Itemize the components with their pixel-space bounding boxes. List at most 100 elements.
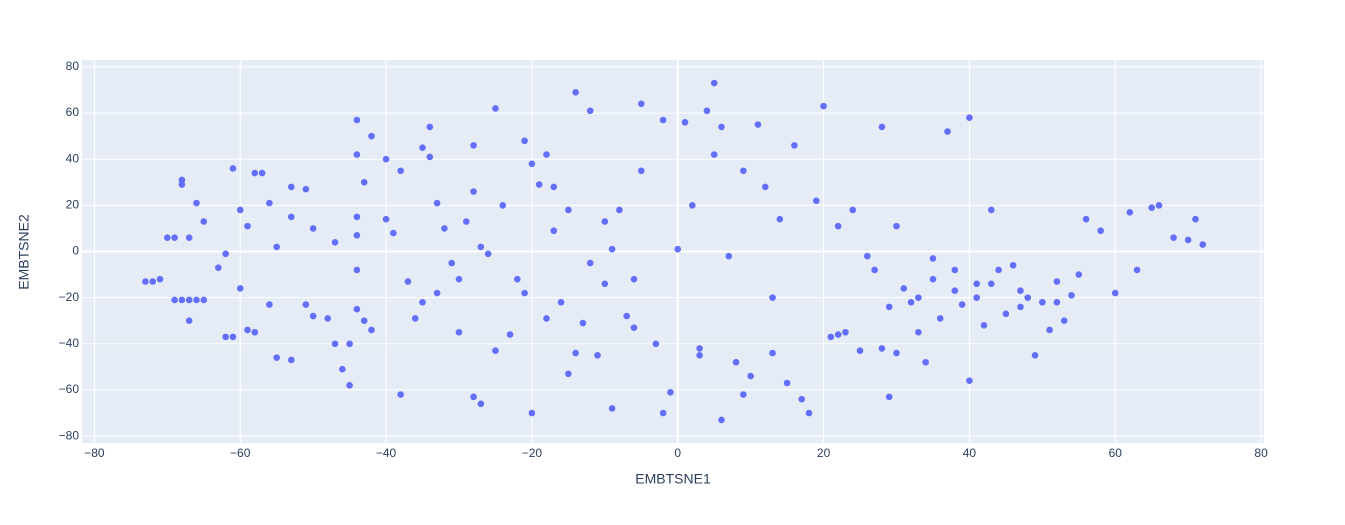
point xyxy=(149,278,157,285)
point xyxy=(1046,326,1053,334)
point xyxy=(754,121,762,128)
y-axis-title: EMBTSNE2 xyxy=(16,214,32,290)
point xyxy=(565,206,572,214)
point xyxy=(368,326,375,334)
point xyxy=(586,107,594,115)
point xyxy=(397,391,404,398)
point xyxy=(769,349,776,357)
point xyxy=(1170,234,1177,241)
point xyxy=(433,199,441,207)
point xyxy=(630,324,638,331)
point xyxy=(929,275,937,283)
x-tick-label: −60 xyxy=(230,446,251,460)
point xyxy=(586,259,594,267)
point xyxy=(353,305,361,313)
point xyxy=(893,349,900,357)
point xyxy=(426,123,434,131)
point xyxy=(565,370,572,378)
point xyxy=(798,395,806,403)
point xyxy=(783,379,791,387)
point xyxy=(1199,241,1207,248)
point xyxy=(382,155,390,163)
point xyxy=(455,275,463,283)
point xyxy=(419,298,426,306)
point xyxy=(324,315,332,322)
point xyxy=(973,294,981,301)
point xyxy=(543,151,550,158)
point xyxy=(455,328,463,336)
point xyxy=(966,114,973,121)
point xyxy=(740,167,747,175)
y-tick-label: −40 xyxy=(59,336,80,350)
point xyxy=(856,347,864,355)
point xyxy=(164,234,171,241)
x-tick-label: 80 xyxy=(1254,446,1268,460)
point xyxy=(944,128,951,135)
y-tick-label: 40 xyxy=(66,151,80,165)
point xyxy=(142,278,149,285)
point xyxy=(834,331,842,338)
point xyxy=(550,227,558,235)
point xyxy=(674,245,682,253)
point xyxy=(958,301,966,308)
point xyxy=(236,285,244,292)
point xyxy=(718,416,725,424)
y-tick-label: 80 xyxy=(66,59,80,73)
point xyxy=(1053,278,1061,285)
point xyxy=(703,107,711,115)
point xyxy=(251,169,259,177)
point xyxy=(922,358,929,366)
point xyxy=(710,79,718,87)
point xyxy=(936,315,944,322)
point xyxy=(834,222,842,230)
point xyxy=(769,294,776,301)
point xyxy=(929,255,937,262)
point xyxy=(470,393,477,401)
point xyxy=(222,333,229,341)
point xyxy=(900,285,908,292)
point xyxy=(185,234,193,241)
point xyxy=(864,252,871,260)
point xyxy=(652,340,660,348)
point xyxy=(601,218,609,225)
x-tick-label: −20 xyxy=(522,446,543,460)
point xyxy=(506,331,514,338)
point xyxy=(951,266,959,274)
point xyxy=(1002,310,1010,318)
point xyxy=(732,358,740,366)
point xyxy=(827,333,835,341)
point xyxy=(951,287,959,295)
point xyxy=(608,245,616,253)
point xyxy=(878,123,886,131)
point xyxy=(1039,298,1046,306)
point xyxy=(178,181,186,188)
point xyxy=(390,229,397,237)
point xyxy=(258,169,266,177)
point xyxy=(557,298,565,306)
point xyxy=(871,266,878,274)
point xyxy=(521,137,528,145)
point xyxy=(1155,202,1163,209)
point xyxy=(266,301,273,308)
point xyxy=(331,340,339,348)
point xyxy=(747,372,754,380)
point xyxy=(397,167,404,175)
point xyxy=(535,181,543,188)
point xyxy=(222,250,229,258)
point xyxy=(842,328,849,336)
point xyxy=(244,222,251,230)
point xyxy=(178,296,186,304)
y-tick-label: −60 xyxy=(59,382,80,396)
point xyxy=(601,280,609,288)
point xyxy=(477,243,485,251)
x-tick-label: 0 xyxy=(674,446,681,460)
point xyxy=(1111,289,1119,297)
point xyxy=(433,289,441,297)
point xyxy=(885,303,893,311)
point xyxy=(462,218,470,225)
point xyxy=(973,280,981,288)
point xyxy=(360,178,368,186)
point xyxy=(1133,266,1141,274)
point xyxy=(637,167,645,175)
